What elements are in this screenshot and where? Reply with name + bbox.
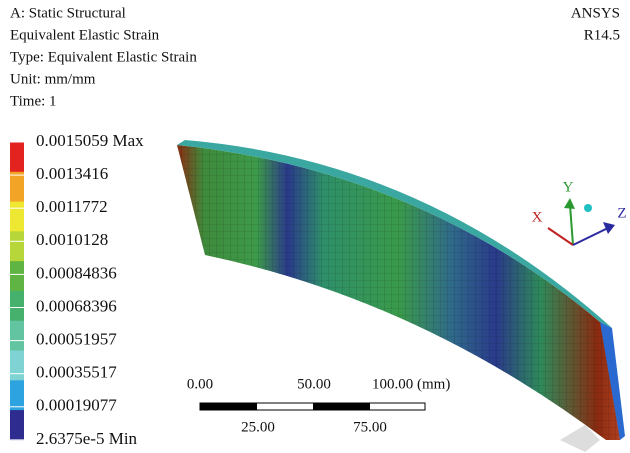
legend-label: 0.0011772 bbox=[36, 197, 108, 216]
view-dot bbox=[584, 204, 592, 212]
y-label: Y bbox=[563, 179, 574, 195]
legend-swatch bbox=[10, 320, 24, 352]
legend-label: 0.00019077 bbox=[36, 396, 117, 415]
scale-label: 25.00 bbox=[241, 419, 275, 435]
legend-swatch bbox=[10, 350, 24, 381]
header: A: Static Structural Equivalent Elastic … bbox=[10, 5, 620, 109]
version: R14.5 bbox=[584, 27, 620, 43]
legend-swatch bbox=[10, 380, 24, 411]
legend-label: 0.0010128 bbox=[36, 230, 108, 249]
legend-label: 0.00068396 bbox=[36, 296, 117, 315]
legend-swatch bbox=[10, 201, 24, 232]
scale-segment bbox=[313, 403, 370, 410]
scale-label: 0.00 bbox=[187, 376, 213, 392]
legend: 0.0015059 Max 0.0013416 0.0011772 0.0010128… bbox=[10, 131, 144, 448]
scale-label: 100.00 (mm) bbox=[372, 376, 450, 392]
marker bbox=[560, 425, 600, 452]
header-line: A: Static Structural bbox=[10, 5, 126, 21]
y-arrow bbox=[564, 198, 575, 209]
header-line: Type: Equivalent Elastic Strain bbox=[10, 49, 197, 65]
triad: Y X Z bbox=[532, 179, 627, 246]
legend-swatch bbox=[10, 231, 24, 262]
legend-swatch bbox=[10, 142, 24, 173]
scale-label: 75.00 bbox=[353, 419, 387, 435]
legend-label: 0.0013416 bbox=[36, 164, 108, 183]
legend-swatch bbox=[10, 261, 24, 292]
product: ANSYS bbox=[571, 5, 620, 21]
header-line: Equivalent Elastic Strain bbox=[10, 27, 160, 43]
legend-label: 0.00035517 bbox=[36, 363, 117, 382]
z-label: Z bbox=[617, 205, 626, 221]
scale-segment bbox=[200, 403, 257, 410]
y-axis bbox=[569, 204, 574, 246]
scale-label: 50.00 bbox=[297, 376, 331, 392]
legend-swatch bbox=[10, 290, 24, 322]
scale-bar: 0.00 50.00 100.00 (mm) 25.00 75.00 bbox=[187, 376, 450, 435]
beam bbox=[177, 140, 625, 452]
legend-label: 0.00084836 bbox=[36, 263, 117, 282]
legend-label: 0.0015059 Max bbox=[36, 131, 144, 150]
beam-mesh bbox=[177, 145, 620, 440]
beam-end bbox=[600, 322, 625, 440]
legend-swatch bbox=[10, 410, 24, 441]
z-arrow bbox=[603, 222, 615, 234]
legend-label: 0.00051957 bbox=[36, 330, 117, 349]
legend-swatch bbox=[10, 171, 24, 203]
legend-label: 2.6375e-5 Min bbox=[36, 429, 138, 448]
header-line: Unit: mm/mm bbox=[10, 71, 96, 87]
z-axis bbox=[572, 227, 609, 246]
x-axis bbox=[547, 227, 574, 246]
x-label: X bbox=[532, 209, 543, 225]
header-line: Time: 1 bbox=[10, 93, 57, 109]
